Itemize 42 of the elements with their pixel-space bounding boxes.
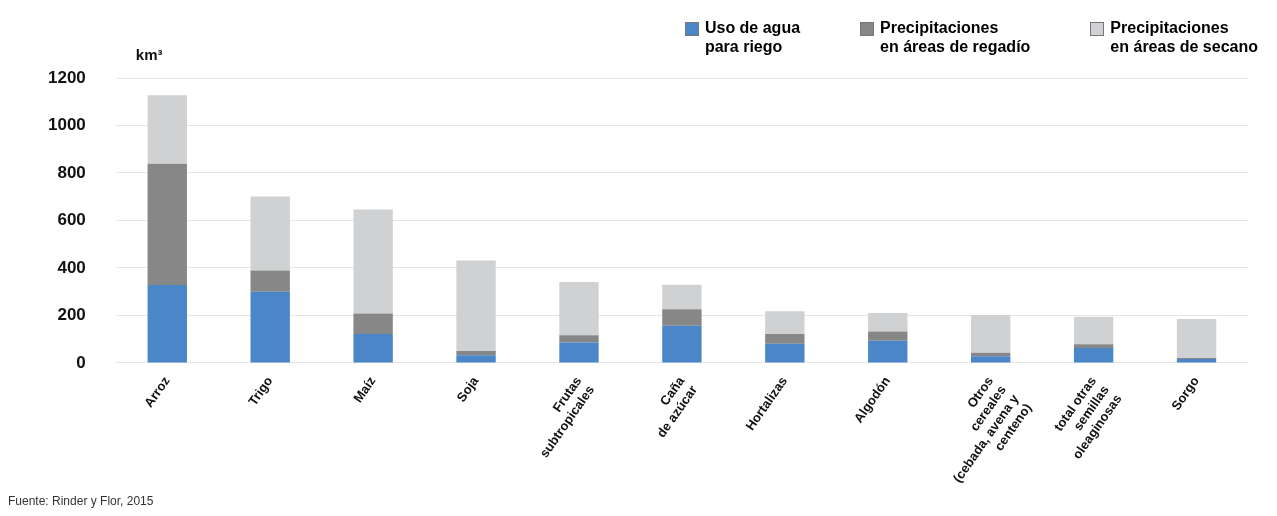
bar [250,196,290,271]
y-tick-label: 200 [57,305,86,325]
y-tick-label: 600 [57,210,86,230]
bar [765,334,805,344]
bar [868,331,908,341]
y-tick-label: 800 [57,162,86,182]
bar [662,325,702,363]
bar [147,163,187,286]
bar [868,313,908,332]
bar [765,343,805,363]
bar [353,313,393,334]
bar [765,311,805,334]
bar [868,340,908,363]
legend-label: Uso de agua para riego [704,18,801,56]
bar [456,351,496,356]
bar [250,291,290,363]
bar [250,270,290,292]
bar [1073,348,1114,363]
bar [456,355,496,363]
bar [971,315,1011,353]
y-tick-label: 1200 [47,67,86,87]
bar [559,281,599,336]
bar [1073,316,1114,345]
bar [147,285,187,363]
bar [662,284,702,310]
legend-label: Precipitaciones en áreas de regadío [880,18,1031,56]
bar [559,335,599,343]
bar [1176,319,1217,358]
y-tick-label: 0 [76,352,86,372]
bar [662,309,702,326]
y-tick-label: 400 [57,257,86,277]
bar [353,209,393,314]
legend-label: Precipitaciones en áreas de secano [1110,18,1258,56]
bar [971,356,1011,363]
bar [1073,344,1114,349]
source-note: Fuente: Rinder y Flor, 2015 [8,494,154,508]
y-axis-title: km³ [135,46,163,63]
bar [456,260,496,352]
bar [353,334,393,363]
bar [147,95,187,164]
y-tick-label: 1000 [47,115,86,135]
bar [559,342,599,363]
